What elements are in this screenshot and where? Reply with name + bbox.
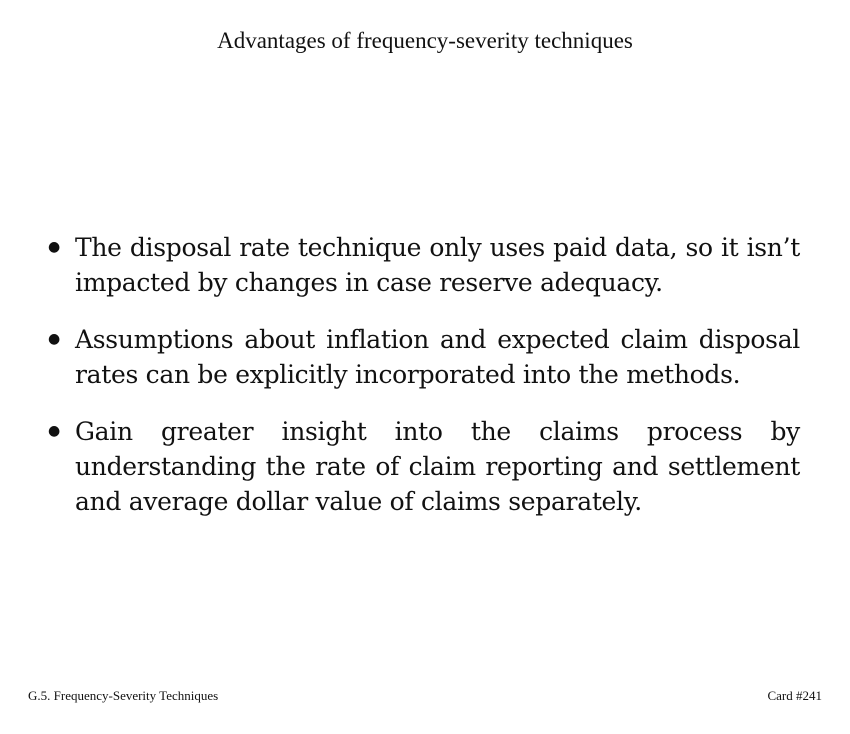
footer-card-number: Card #241 (767, 688, 822, 703)
bullet-item: ● Assumptions about inflation and expect… (44, 322, 800, 392)
bullet-list: ● The disposal rate technique only uses … (44, 230, 800, 541)
bullet-item: ● Gain greater insight into the claims p… (44, 414, 800, 519)
bullet-item: ● The disposal rate technique only uses … (44, 230, 800, 300)
card-title: Advantages of frequency-severity techniq… (217, 28, 633, 53)
bullet-icon: ● (48, 331, 61, 347)
bullet-text: The disposal rate technique only uses pa… (75, 233, 800, 297)
bullet-text: Assumptions about inflation and expected… (75, 325, 800, 389)
footer-section: G.5. Frequency-Severity Techniques (28, 688, 219, 703)
bullet-icon: ● (48, 239, 61, 255)
bullet-icon: ● (48, 423, 61, 439)
bullet-text: Gain greater insight into the claims pro… (75, 417, 800, 516)
